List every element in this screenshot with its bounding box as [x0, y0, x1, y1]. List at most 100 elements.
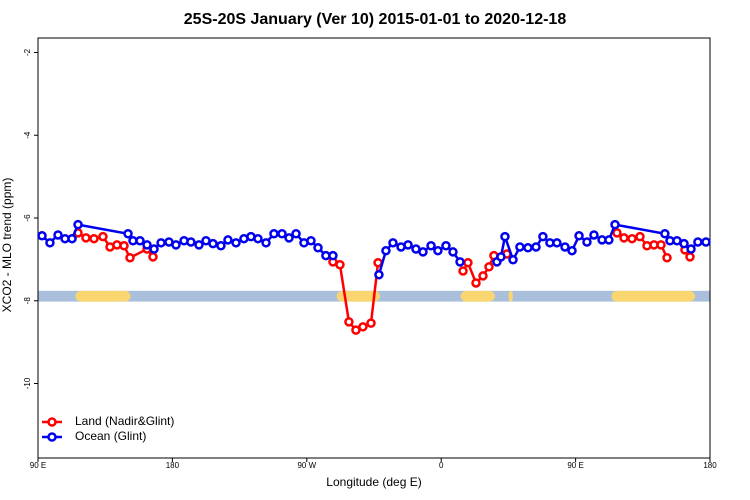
data-point: [635, 231, 645, 242]
data-point: [45, 238, 55, 248]
data-point: [619, 233, 629, 243]
data-point: [156, 238, 166, 248]
data-point: [231, 238, 241, 248]
data-point: [119, 240, 129, 251]
data-point: [441, 240, 451, 251]
y-tick-label: -10: [23, 377, 32, 389]
data-point: [328, 250, 338, 261]
land-segment: [75, 290, 131, 302]
data-point: [426, 240, 436, 251]
x-tick-label: 90 W: [297, 461, 316, 470]
data-point: [388, 238, 398, 248]
data-point: [560, 242, 570, 252]
data-point: [604, 235, 614, 245]
data-point: [194, 240, 204, 250]
y-tick-label: -2: [23, 48, 32, 56]
data-point: [149, 244, 159, 254]
data-point: [582, 237, 592, 247]
data-point: [685, 252, 695, 262]
y-tick-label: -6: [23, 214, 32, 222]
data-point: [567, 245, 577, 256]
data-point: [53, 230, 63, 240]
x-tick-label: 90 E: [567, 461, 583, 470]
data-point: [142, 240, 152, 250]
data-point: [656, 240, 666, 250]
data-point: [277, 228, 287, 239]
data-point: [73, 219, 83, 230]
data-point: [531, 242, 541, 252]
data-point: [67, 233, 77, 244]
data-point: [186, 237, 196, 247]
data-point: [135, 236, 145, 246]
data-point: [291, 228, 301, 239]
chart-title: 25S-20S January (Ver 10) 2015-01-01 to 2…: [184, 11, 567, 28]
series-line: [41, 223, 706, 276]
legend-marker: [47, 432, 57, 442]
data-point: [662, 252, 672, 263]
data-point: [610, 219, 620, 230]
data-point: [216, 240, 226, 251]
data-point: [306, 236, 316, 246]
x-tick-label: 180: [166, 461, 180, 470]
data-point: [463, 257, 473, 268]
data-point: [37, 231, 47, 241]
data-point: [500, 231, 510, 242]
data-point: [335, 260, 345, 270]
data-point: [123, 228, 133, 239]
data-point: [496, 252, 506, 262]
x-axis-label: Longitude (deg E): [326, 475, 421, 489]
data-point: [448, 247, 458, 257]
data-point: [660, 228, 670, 239]
data-point: [223, 235, 233, 245]
data-point: [148, 252, 158, 262]
data-point: [455, 257, 465, 267]
data-point: [612, 228, 622, 238]
data-point: [471, 278, 481, 288]
legend-marker: [47, 417, 57, 427]
data-point: [261, 238, 271, 248]
data-point: [433, 245, 443, 256]
data-point: [358, 322, 368, 332]
land-segment: [336, 290, 380, 302]
land-segment: [611, 290, 696, 302]
y-tick-label: -4: [23, 131, 32, 139]
data-point: [418, 247, 428, 257]
data-point: [403, 240, 413, 250]
data-point: [81, 233, 91, 243]
data-point: [284, 233, 294, 243]
data-point: [125, 252, 135, 263]
data-point: [208, 238, 218, 249]
data-point: [484, 262, 494, 272]
data-point: [381, 245, 391, 256]
data-point: [351, 325, 361, 335]
data-point: [374, 269, 384, 280]
data-point: [171, 240, 181, 250]
plot-frame: [37, 37, 711, 459]
data-point: [508, 255, 518, 265]
data-point: [98, 231, 108, 242]
data-point: [686, 244, 696, 254]
legend-label: Land (Nadir&Glint): [75, 414, 174, 428]
y-tick-label: -8: [23, 297, 32, 305]
data-point: [627, 233, 637, 244]
data-point: [344, 317, 354, 327]
data-point: [366, 318, 376, 328]
x-tick-label: 90 E: [30, 461, 46, 470]
data-point: [269, 228, 279, 239]
data-point: [478, 271, 488, 281]
land-segment: [508, 290, 513, 302]
data-point: [313, 243, 323, 253]
data-point: [679, 238, 689, 249]
data-point: [523, 243, 533, 253]
data-point: [538, 231, 548, 242]
data-point: [701, 237, 711, 247]
legend-label: Ocean (Glint): [75, 429, 146, 443]
y-axis-label: XCO2 - MLO trend (ppm): [0, 178, 14, 313]
data-point: [589, 230, 599, 240]
data-point: [693, 237, 703, 247]
data-point: [552, 238, 562, 248]
data-point: [89, 233, 99, 244]
data-point: [574, 231, 584, 241]
x-tick-label: 180: [703, 461, 717, 470]
